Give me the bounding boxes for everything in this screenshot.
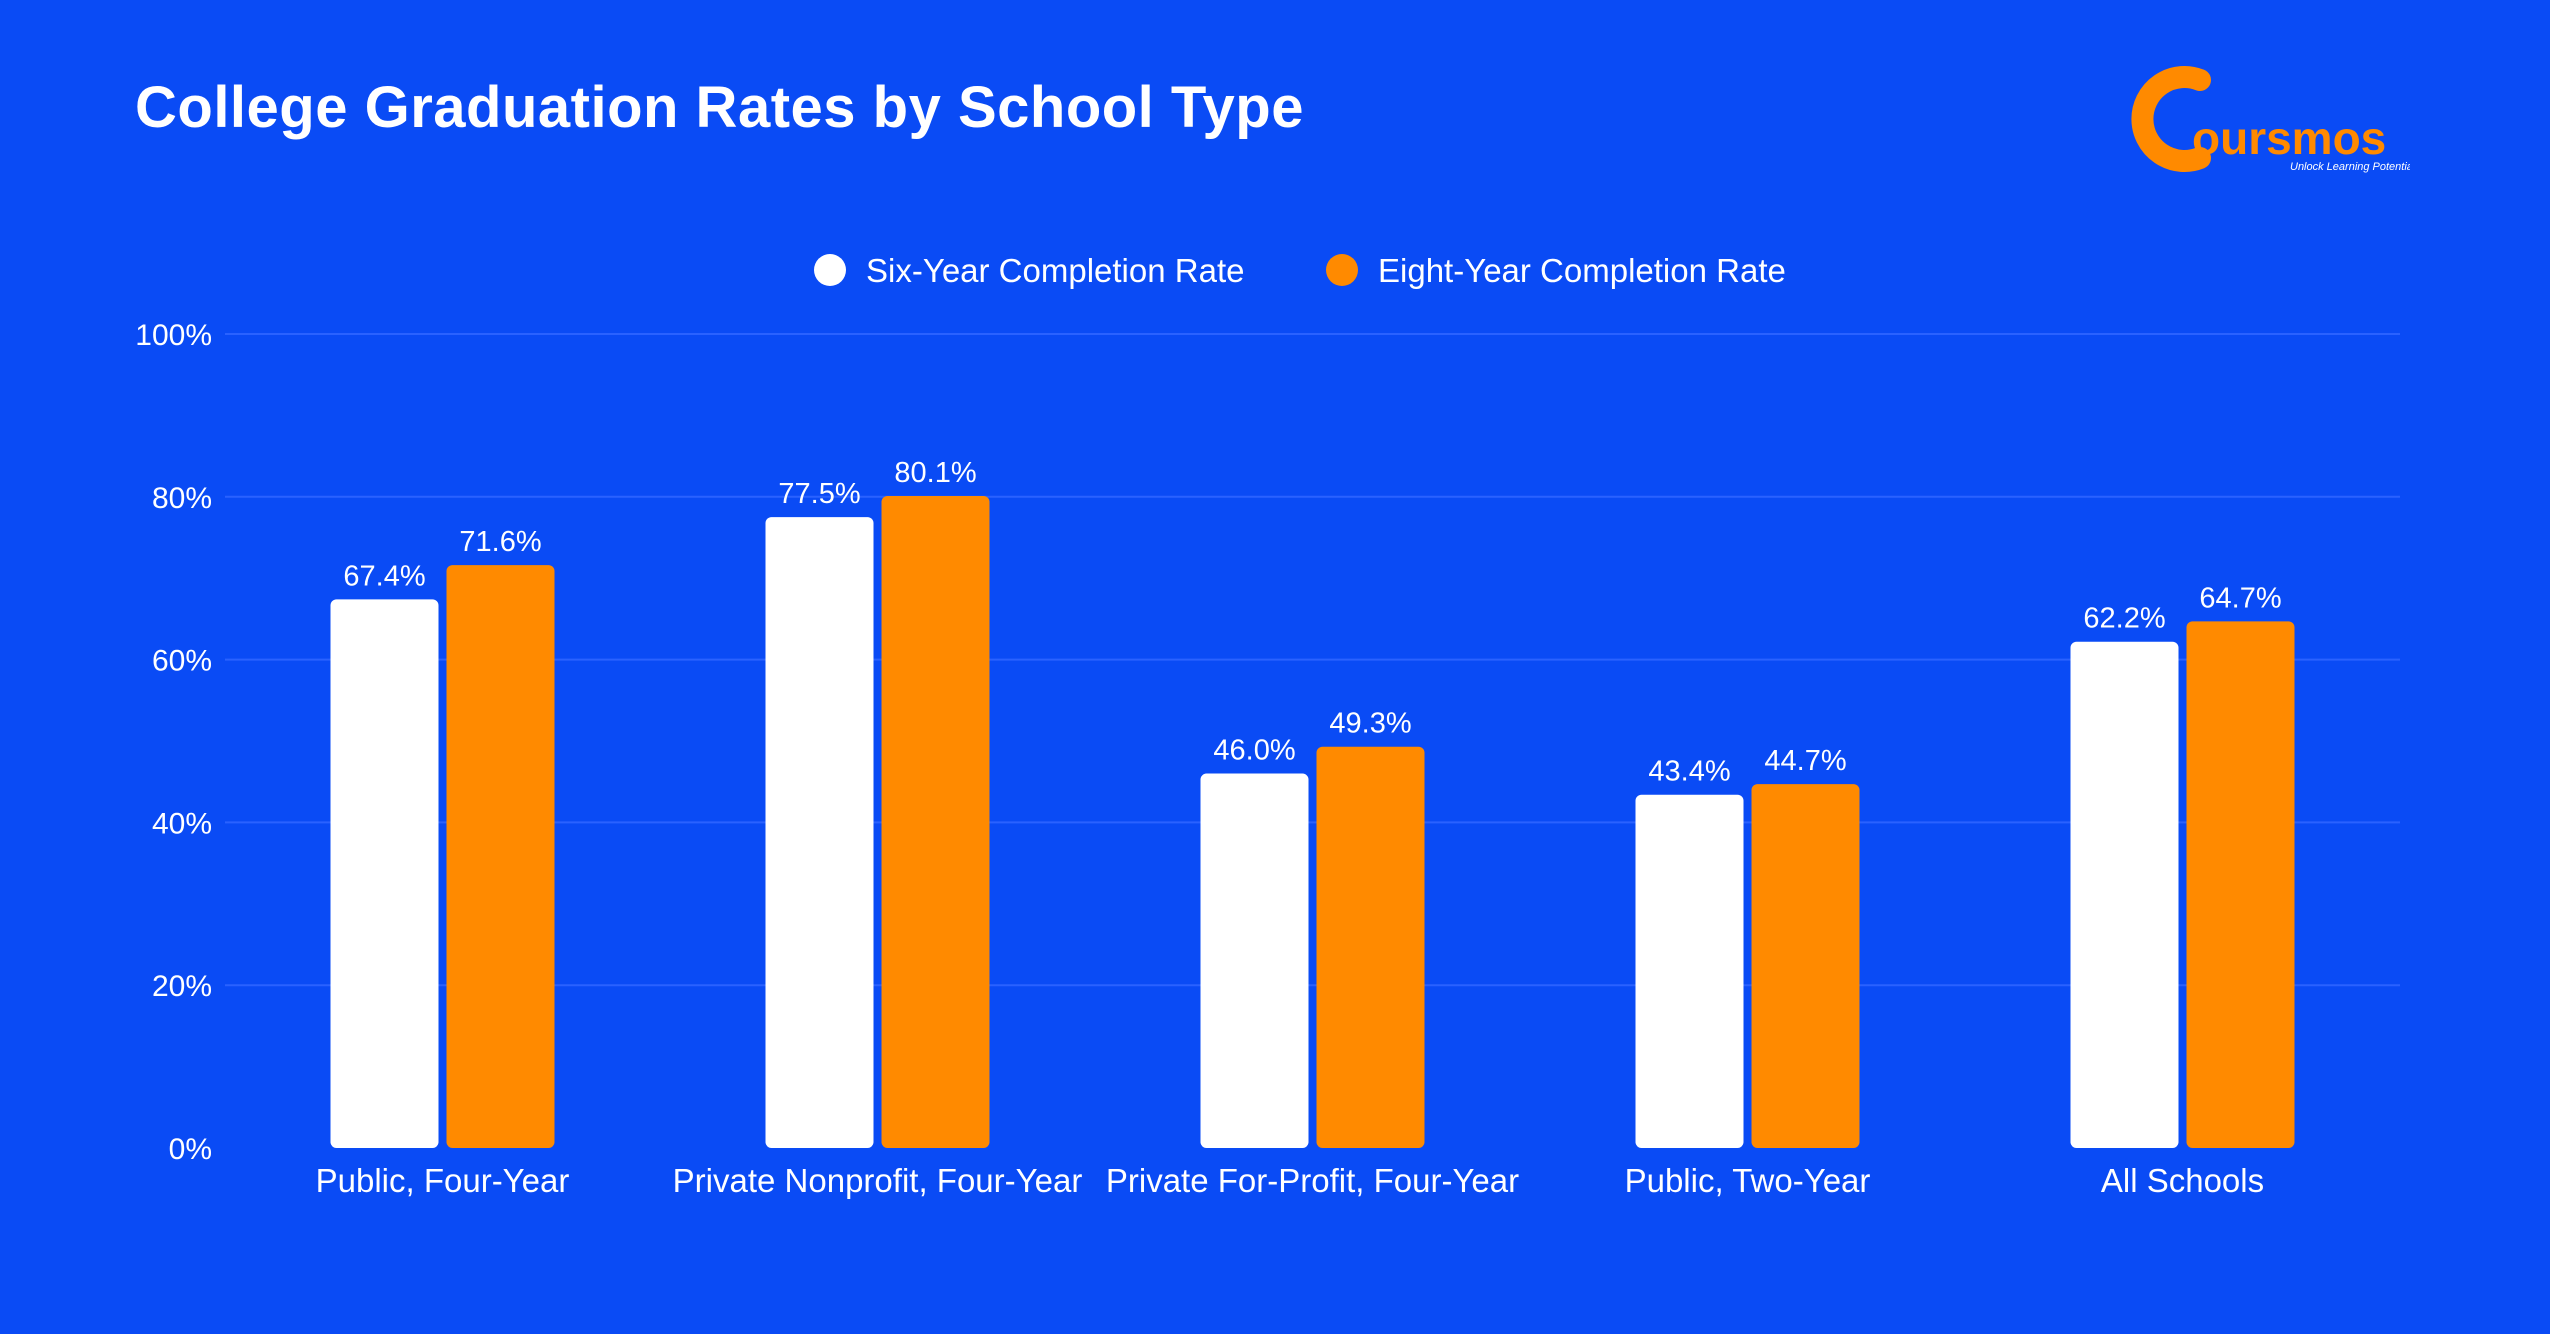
legend-swatch bbox=[1326, 254, 1358, 286]
data-label: 44.7% bbox=[1764, 745, 1846, 777]
y-tick-label: 40% bbox=[152, 807, 212, 840]
logo-wordmark: oursmos bbox=[2192, 112, 2386, 164]
data-label: 67.4% bbox=[343, 560, 425, 592]
x-category-label: Private Nonprofit, Four-Year bbox=[673, 1162, 1083, 1199]
y-tick-label: 100% bbox=[135, 319, 212, 352]
legend-label: Eight-Year Completion Rate bbox=[1378, 252, 1786, 289]
x-category-label: All Schools bbox=[2101, 1162, 2264, 1199]
coursmos-logo: oursmos Unlock Learning Potential bbox=[2131, 66, 2410, 173]
bar bbox=[2070, 641, 2179, 1148]
y-tick-label: 60% bbox=[152, 645, 212, 678]
logo-tagline: Unlock Learning Potential bbox=[2290, 161, 2410, 173]
bar bbox=[1751, 784, 1860, 1148]
data-label: 46.0% bbox=[1213, 735, 1295, 767]
bar bbox=[2186, 621, 2295, 1148]
x-category-label: Public, Two-Year bbox=[1625, 1162, 1871, 1199]
bar bbox=[1316, 746, 1425, 1148]
bar bbox=[1200, 773, 1309, 1148]
data-label: 43.4% bbox=[1648, 756, 1730, 788]
logo-c-mark bbox=[2131, 66, 2211, 172]
data-label: 62.2% bbox=[2083, 603, 2165, 635]
data-label: 71.6% bbox=[459, 526, 541, 558]
data-label: 77.5% bbox=[778, 478, 860, 510]
data-label: 80.1% bbox=[894, 457, 976, 489]
data-label: 49.3% bbox=[1329, 708, 1411, 740]
y-tick-label: 20% bbox=[152, 970, 212, 1003]
bar bbox=[881, 495, 990, 1149]
y-tick-label: 80% bbox=[152, 482, 212, 515]
x-category-label: Public, Four-Year bbox=[316, 1162, 570, 1199]
bar bbox=[330, 599, 439, 1148]
data-label: 64.7% bbox=[2199, 582, 2281, 614]
legend-label: Six-Year Completion Rate bbox=[866, 252, 1244, 289]
bar bbox=[1635, 794, 1744, 1148]
bar bbox=[765, 517, 874, 1148]
chart-title: College Graduation Rates by School Type bbox=[135, 75, 1304, 140]
legend-swatch bbox=[814, 254, 846, 286]
y-tick-label: 0% bbox=[169, 1133, 212, 1166]
x-category-label: Private For-Profit, Four-Year bbox=[1106, 1162, 1519, 1199]
bar bbox=[446, 565, 555, 1148]
